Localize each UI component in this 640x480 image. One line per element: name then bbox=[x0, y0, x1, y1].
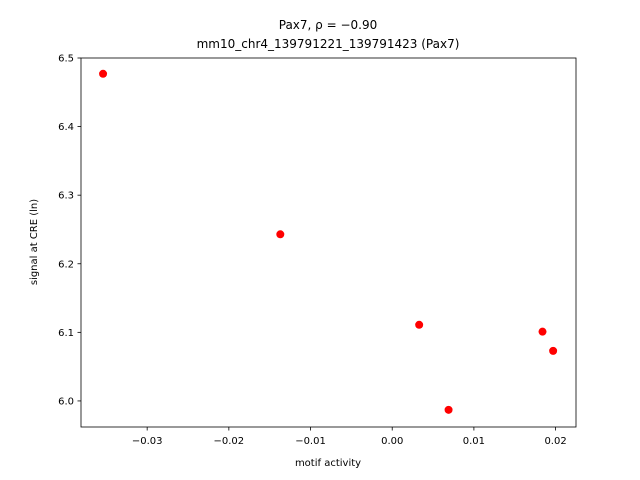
y-tick-label: 6.5 bbox=[58, 54, 74, 65]
x-tick-label: 0.00 bbox=[381, 436, 403, 447]
x-axis-label: motif activity bbox=[295, 458, 361, 469]
point bbox=[276, 230, 285, 239]
y-tick-label: 6.3 bbox=[58, 191, 74, 202]
point bbox=[538, 327, 547, 336]
x-tick-label: −0.01 bbox=[295, 436, 326, 447]
point bbox=[415, 320, 424, 329]
chart-title: Pax7, ρ = −0.90 bbox=[279, 18, 378, 32]
point bbox=[444, 405, 453, 414]
chart-subtitle: mm10_chr4_139791221_139791423 (Pax7) bbox=[197, 37, 460, 51]
x-tick-label: −0.02 bbox=[214, 436, 245, 447]
x-tick-label: 0.02 bbox=[544, 436, 566, 447]
point bbox=[99, 69, 108, 78]
y-tick-label: 6.1 bbox=[58, 328, 74, 339]
y-tick-label: 6.0 bbox=[58, 396, 74, 407]
y-tick-label: 6.2 bbox=[58, 259, 74, 270]
plot-frame bbox=[80, 57, 577, 428]
y-axis-label: signal at CRE (ln) bbox=[29, 199, 40, 285]
x-tick-label: 0.01 bbox=[463, 436, 485, 447]
y-tick-label: 6.4 bbox=[58, 122, 74, 133]
point bbox=[549, 346, 558, 355]
x-tick-label: −0.03 bbox=[132, 436, 163, 447]
